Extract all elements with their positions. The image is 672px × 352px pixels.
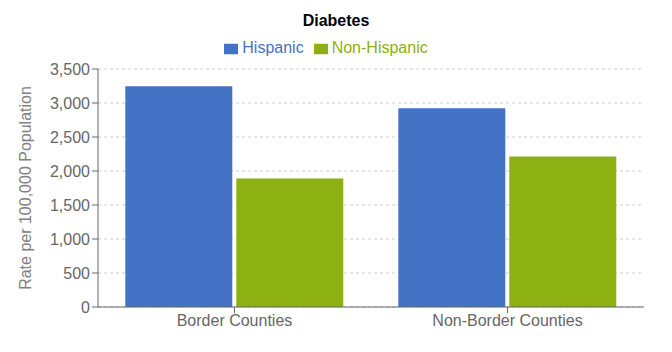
html-text:Diabetes: Diabetes bbox=[302, 12, 370, 29]
svg-text:1,000: 1,000 bbox=[50, 231, 90, 248]
svg-text:3,000: 3,000 bbox=[50, 95, 90, 112]
svg-text:0: 0 bbox=[81, 299, 90, 316]
svg-text:Border Counties: Border Counties bbox=[177, 312, 293, 329]
html-text:Non-Hispanic: Non-Hispanic bbox=[331, 39, 428, 56]
svg-text:2,500: 2,500 bbox=[50, 129, 90, 146]
svg-text:Non-Border Counties: Non-Border Counties bbox=[432, 312, 582, 329]
svg-text:1,500: 1,500 bbox=[50, 197, 90, 214]
svg-text:3,500: 3,500 bbox=[50, 61, 90, 78]
svg-text:2,000: 2,000 bbox=[50, 163, 90, 180]
svg-text:500: 500 bbox=[63, 265, 90, 282]
svg-text:Rate per 100,000 Population: Rate per 100,000 Population bbox=[17, 86, 34, 290]
html-text:Hispanic: Hispanic bbox=[242, 39, 304, 56]
